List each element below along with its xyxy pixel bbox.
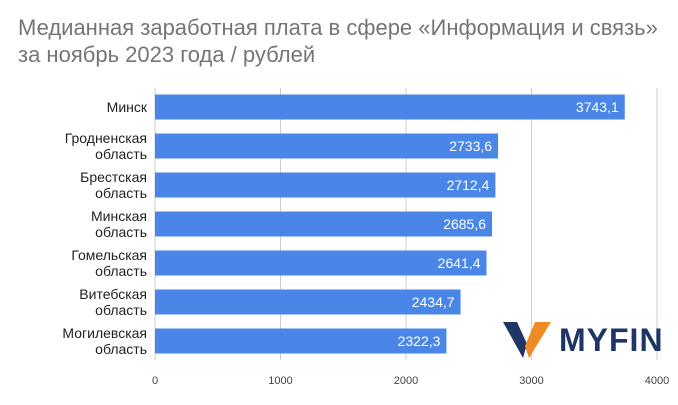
category-label-line: область (95, 224, 147, 240)
value-label: 2322,3 (398, 333, 441, 349)
x-tick-label: 0 (152, 375, 158, 387)
category-label-line: область (95, 341, 147, 357)
category-label: Могилевская область (62, 325, 147, 357)
category-label: Минская область (91, 208, 147, 240)
category-label: Гомельская область (71, 247, 147, 279)
category-label-line: Брестская (80, 169, 147, 185)
chart-title: Медианная заработная плата в сфере «Инфо… (18, 15, 658, 67)
category-label-line: Гродненская (65, 130, 147, 146)
bar (155, 289, 461, 315)
bar (155, 172, 496, 198)
x-tick-label: 1000 (268, 375, 292, 387)
value-label: 2733,6 (449, 138, 492, 154)
value-label: 2641,4 (438, 255, 481, 271)
x-axis-ticks: 0 1000 2000 3000 4000 (152, 375, 669, 387)
bars: 3743,1 2733,6 2712,4 2685,6 2641,4 2434,7 2322… (155, 94, 625, 354)
category-label-line: Минск (107, 99, 148, 115)
category-label-line: Витебская (79, 286, 147, 302)
category-label: Минск (107, 99, 148, 115)
category-label: Брестская область (80, 169, 147, 201)
value-label: 3743,1 (576, 99, 619, 115)
value-label: 2685,6 (443, 216, 486, 232)
x-tick-label: 3000 (519, 375, 543, 387)
x-tick-label: 2000 (394, 375, 418, 387)
bar (155, 211, 493, 237)
category-label-line: Минская (91, 208, 147, 224)
category-label-line: область (95, 302, 147, 318)
bar (155, 250, 487, 276)
value-label: 2712,4 (447, 177, 490, 193)
category-label: Гродненская область (65, 130, 147, 162)
category-label: Витебская область (79, 286, 147, 318)
myfin-logo: MYFIN (503, 318, 664, 362)
bar (155, 133, 499, 159)
category-label-line: область (95, 185, 147, 201)
bar (155, 94, 625, 120)
value-label: 2434,7 (412, 294, 455, 310)
x-tick-label: 4000 (645, 375, 669, 387)
myfin-logo-icon (503, 322, 551, 358)
category-label-line: Гомельская (71, 247, 147, 263)
category-label-line: область (95, 146, 147, 162)
category-label-line: область (95, 263, 147, 279)
logo-text: MYFIN (559, 321, 664, 358)
category-label-line: Могилевская (62, 325, 147, 341)
bar (155, 328, 447, 354)
